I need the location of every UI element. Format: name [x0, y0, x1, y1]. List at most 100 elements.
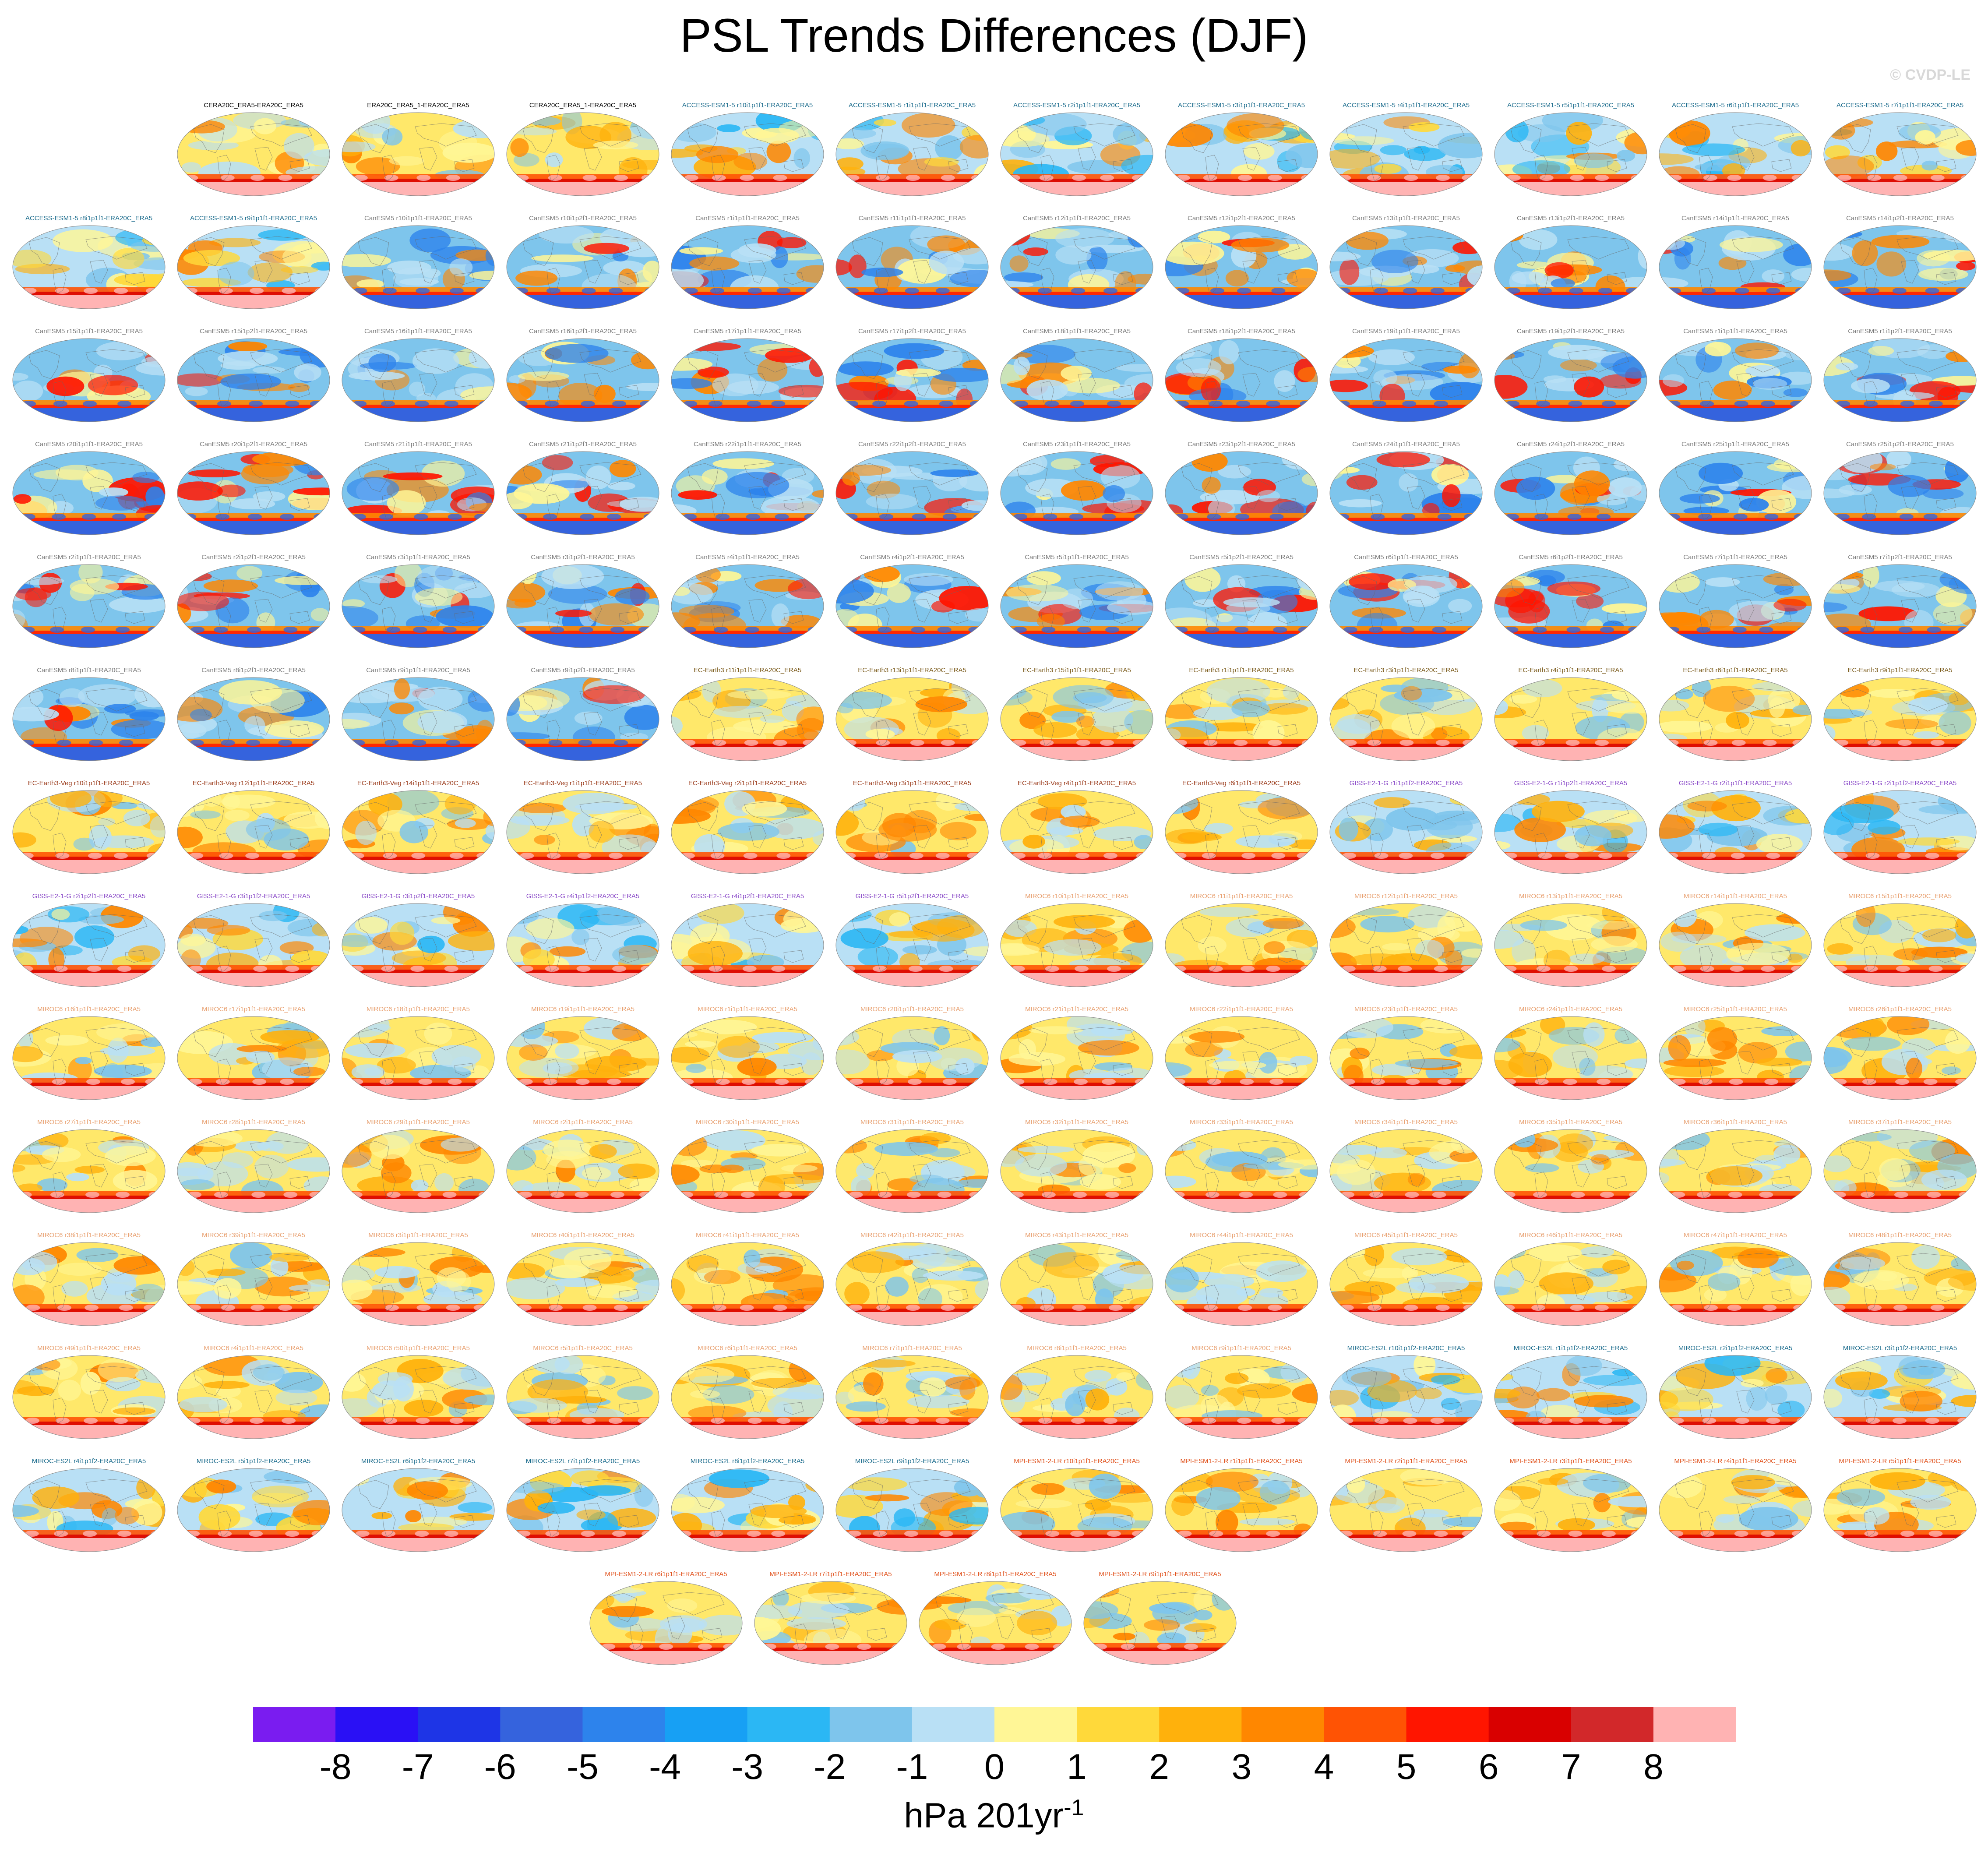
coastline: [1040, 155, 1054, 182]
map-panel: MIROC6 r48i1p1f1-ERA20C_ERA5: [1819, 1231, 1981, 1341]
map-band-cell: [1238, 175, 1252, 181]
map-panel: CanESM5 r15i1p1f1-ERA20C_ERA5: [8, 328, 170, 437]
map-panel: MIROC6 r19i1p1f1-ERA20C_ERA5: [502, 1006, 664, 1115]
map-anomaly: [836, 138, 864, 150]
map-anomaly: [589, 603, 644, 626]
map-band-cell: [744, 740, 758, 746]
coastline: [1078, 147, 1096, 171]
map-band-cell: [55, 853, 70, 859]
map-plot: [1659, 677, 1812, 761]
map-polar: [13, 1086, 165, 1100]
coastline: [619, 385, 639, 398]
map-band-cell: [1102, 514, 1116, 520]
map-anomaly: [717, 822, 779, 841]
coastline: [909, 688, 971, 712]
coastline: [1277, 724, 1298, 737]
map-polar: [1824, 295, 1976, 309]
coastline: [584, 599, 602, 623]
map-band-cell: [1236, 401, 1251, 407]
coastline: [1607, 611, 1627, 624]
map-panel: MIROC6 r37i1p1f1-ERA20C_ERA5: [1819, 1119, 1981, 1228]
map-band-cell: [1138, 1192, 1153, 1198]
map-band-cell: [285, 966, 300, 972]
map-anomaly: [369, 1135, 410, 1159]
map-anomaly: [518, 371, 569, 381]
map-polar: [1659, 1312, 1812, 1326]
panel-label: MIROC6 r27i1p1f1-ERA20C_ERA5: [37, 1119, 141, 1126]
map-panel: CanESM5 r25i1p2f1-ERA20C_ERA5: [1819, 441, 1981, 550]
coastline: [852, 689, 883, 718]
panel-label: CanESM5 r22i1p2f1-ERA20C_ERA5: [858, 441, 966, 448]
map-anomaly: [1791, 140, 1811, 157]
map-anomaly: [1218, 465, 1251, 479]
map-band-cell: [479, 401, 493, 407]
map-band-cell: [1134, 514, 1148, 520]
map-anomaly: [539, 226, 594, 244]
map-anomaly: [1508, 1270, 1525, 1289]
map-panel: MIROC6 r12i1p1f1-ERA20C_ERA5: [1325, 893, 1487, 1002]
map-band-cell: [775, 1079, 789, 1085]
coastline: [619, 159, 639, 172]
coastline: [711, 381, 725, 408]
panel-label: CanESM5 r7i1p2f1-ERA20C_ERA5: [1848, 554, 1952, 561]
map-anomaly: [355, 821, 377, 845]
map-band-cell: [511, 740, 526, 746]
map-band-cell: [740, 1192, 755, 1198]
map-plot: [1165, 338, 1318, 422]
map-anomaly: [1574, 470, 1610, 497]
coastline: [711, 494, 725, 521]
panel-label: CanESM5 r2i1p2f1-ERA20C_ERA5: [201, 554, 306, 561]
map-plot: [1494, 1016, 1647, 1100]
map-polar: [1659, 973, 1812, 987]
map-anomaly: [1659, 720, 1713, 733]
map-polar: [177, 973, 330, 987]
map-anomaly: [1915, 130, 1935, 145]
map-panel: CanESM5 r4i1p1f1-ERA20C_ERA5: [666, 554, 828, 663]
map-polar: [1824, 1312, 1976, 1326]
map-border: [1329, 112, 1483, 196]
map-anomaly: [1257, 490, 1280, 502]
map-band-cell: [1400, 627, 1415, 633]
map-anomaly: [1009, 255, 1029, 272]
map-polar: [177, 1425, 330, 1439]
map-anomaly: [1569, 953, 1605, 965]
coastline: [1205, 381, 1219, 408]
map-band-cell: [1073, 1192, 1087, 1198]
map-anomaly: [1774, 584, 1794, 596]
map-band-cell: [1273, 627, 1287, 633]
map-anomaly: [1602, 903, 1625, 923]
map-band-cell: [1038, 1418, 1053, 1424]
coastline: [1205, 607, 1219, 634]
map-panel: MIROC6 r38i1p1f1-ERA20C_ERA5: [8, 1231, 170, 1341]
map-polar: [836, 295, 988, 309]
map-anomaly: [1330, 696, 1350, 710]
map-plot: [1329, 1355, 1483, 1439]
map-polar: [342, 860, 494, 874]
coastline: [1936, 724, 1956, 737]
map-band-cell: [1632, 740, 1646, 746]
coastline: [1403, 688, 1465, 712]
map-band-cell: [1399, 853, 1413, 859]
map-band-cell: [1504, 627, 1519, 633]
map-band-cell: [1762, 740, 1777, 746]
map-anomaly: [1824, 243, 1855, 261]
map-plot: [1659, 790, 1812, 874]
coastline: [289, 611, 310, 624]
map-plot: [1494, 1355, 1647, 1439]
map-plot: [506, 677, 659, 761]
panel-label: MIROC6 r37i1p1f1-ERA20C_ERA5: [1848, 1119, 1952, 1126]
map-panel: ACCESS-ESM1-5 r2i1p1f1-ERA20C_ERA5: [996, 102, 1158, 211]
coastline: [876, 155, 890, 182]
map-band-cell: [285, 1531, 300, 1537]
map-anomaly: [224, 810, 250, 821]
map-anomaly: [971, 1020, 988, 1042]
coastline: [85, 236, 148, 260]
map-anomaly: [275, 576, 330, 585]
coastline: [876, 494, 890, 521]
coastline: [744, 123, 806, 147]
map-band-cell: [449, 1418, 464, 1424]
coastline: [289, 724, 310, 737]
map-band-cell: [1268, 1305, 1282, 1311]
map-anomaly: [1243, 143, 1275, 160]
map-plot: [177, 1129, 330, 1213]
